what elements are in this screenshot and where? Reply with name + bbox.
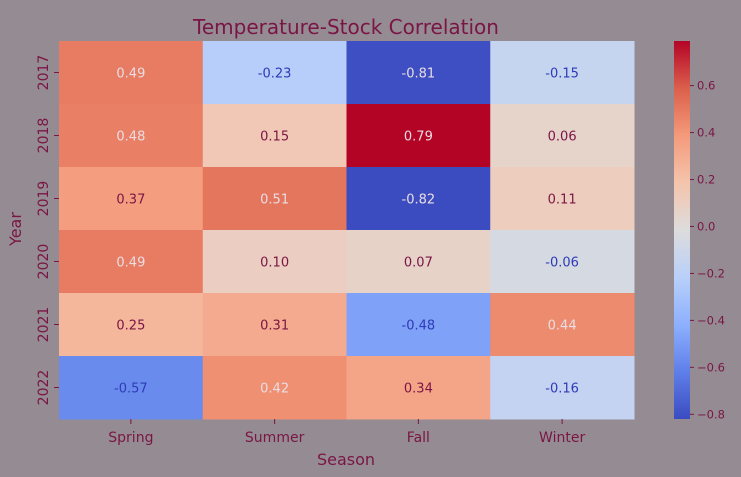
heatmap-cell [346,356,491,420]
cell-value-label: 0.06 [548,130,577,145]
cell-value-label: 0.34 [404,382,433,397]
heatmap-cell [490,104,635,168]
colorbar-ticks: 0.6 0.4 0.2 0.0 −0.2 −0.4 −0.6 −0.8 [690,79,725,421]
heatmap-cells [59,41,635,420]
cell-value-label: 0.15 [260,130,289,145]
heatmap-cell [346,41,491,105]
cell-value-label: 0.10 [260,256,289,271]
heatmap-cell [490,41,635,105]
x-tick-label: Winter [539,430,585,446]
y-axis-label: Year [6,212,25,247]
heatmap-cell [59,230,204,294]
cell-value-label: 0.31 [260,319,289,334]
cell-value-label: -0.82 [402,193,436,208]
colorbar-tick-label: 0.2 [697,173,715,187]
cell-value-label: 0.42 [260,382,289,397]
x-tick-label: Spring [108,430,153,446]
colorbar-tick-label: −0.8 [697,407,725,421]
heatmap-cell [346,293,491,357]
heatmap-cell [346,167,491,231]
heatmap-cell [202,104,347,168]
heatmap-cell [490,356,635,420]
cell-value-label: 0.48 [116,130,145,145]
y-axis-ticks: 2017 2018 2019 2020 2021 2022 [36,55,59,406]
colorbar-tick-label: 0.4 [697,126,715,140]
heatmap-cell [490,167,635,231]
x-axis-ticks: Spring Summer Fall Winter [108,419,585,446]
heatmap-cell [346,104,491,168]
heatmap-cell [59,104,204,168]
colorbar-tick-label: −0.4 [697,313,725,327]
heatmap-cell [202,230,347,294]
cell-value-label: -0.15 [545,67,579,82]
heatmap-cell [202,356,347,420]
heatmap-cell [59,167,204,231]
cell-value-label: 0.11 [548,193,577,208]
heatmap-cell-labels: 0.49 -0.23 -0.81 -0.15 0.48 0.15 0.79 0.06 0.37 0… [114,67,579,397]
heatmap-cell [490,293,635,357]
cell-value-label: 0.07 [404,256,433,271]
y-tick-label: 2017 [36,55,52,91]
heatmap-cell [202,41,347,105]
cell-value-label: -0.16 [545,382,579,397]
cell-value-label: 0.49 [116,67,145,82]
colorbar-gradient [674,41,690,419]
heatmap-cell [59,356,204,420]
chart-title: Temperature-Stock Correlation [192,15,499,39]
cell-value-label: 0.79 [404,130,433,145]
x-tick-label: Summer [245,430,305,446]
heatmap-cell [202,167,347,231]
x-axis-label: Season [317,450,375,469]
y-tick-label: 2019 [36,181,52,217]
cell-value-label: 0.49 [116,256,145,271]
y-tick-label: 2018 [36,118,52,154]
cell-value-label: 0.51 [260,193,289,208]
heatmap-cell [490,230,635,294]
colorbar-tick-label: −0.6 [697,360,725,374]
cell-value-label: -0.48 [402,319,436,334]
cell-value-label: 0.25 [116,319,145,334]
cell-value-label: -0.23 [258,67,292,82]
cell-value-label: 0.37 [116,193,145,208]
y-tick-label: 2020 [36,244,52,280]
y-tick-label: 2021 [36,307,52,343]
heatmap-cell [346,230,491,294]
colorbar-tick-label: 0.6 [697,79,715,93]
cell-value-label: 0.44 [548,319,577,334]
cell-value-label: -0.06 [545,256,579,271]
colorbar: 0.6 0.4 0.2 0.0 −0.2 −0.4 −0.6 −0.8 [674,41,725,421]
colorbar-tick-label: −0.2 [697,266,725,280]
x-tick-label: Fall [407,430,430,446]
cell-value-label: -0.57 [114,382,148,397]
heatmap-cell [202,293,347,357]
heatmap-cell [59,41,204,105]
y-tick-label: 2022 [36,370,52,406]
heatmap-cell [59,293,204,357]
colorbar-tick-label: 0.0 [697,219,715,233]
cell-value-label: -0.81 [402,67,436,82]
